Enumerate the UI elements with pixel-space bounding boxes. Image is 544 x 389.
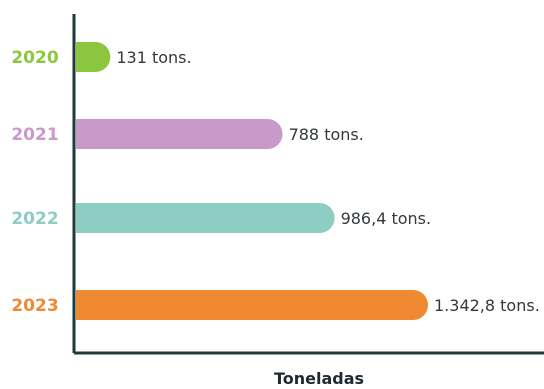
bar-2023 [76,290,428,320]
bar-2022-left-edge [76,203,91,233]
bar-2021 [76,119,283,149]
bar-2020-left-edge [76,42,91,72]
y-tick-label-2023: 2023 [11,296,58,316]
x-axis-label: Toneladas [274,369,364,388]
data-label-2022: 986,4 tons. [341,209,432,228]
bar-2021-left-edge [76,119,91,149]
y-tick-label-2021: 2021 [11,125,58,145]
bar-2022 [76,203,335,233]
data-label-2020: 131 tons. [116,48,191,67]
bars-group: 2020 131 tons. 2021 788 tons. 2022 986,4 tons… [11,42,540,320]
data-label-2021: 788 tons. [289,125,364,144]
data-label-2023: 1.342,8 tons. [434,296,540,315]
bar-2023-left-edge [76,290,91,320]
y-tick-label-2020: 2020 [11,48,58,68]
y-tick-label-2022: 2022 [11,209,58,229]
